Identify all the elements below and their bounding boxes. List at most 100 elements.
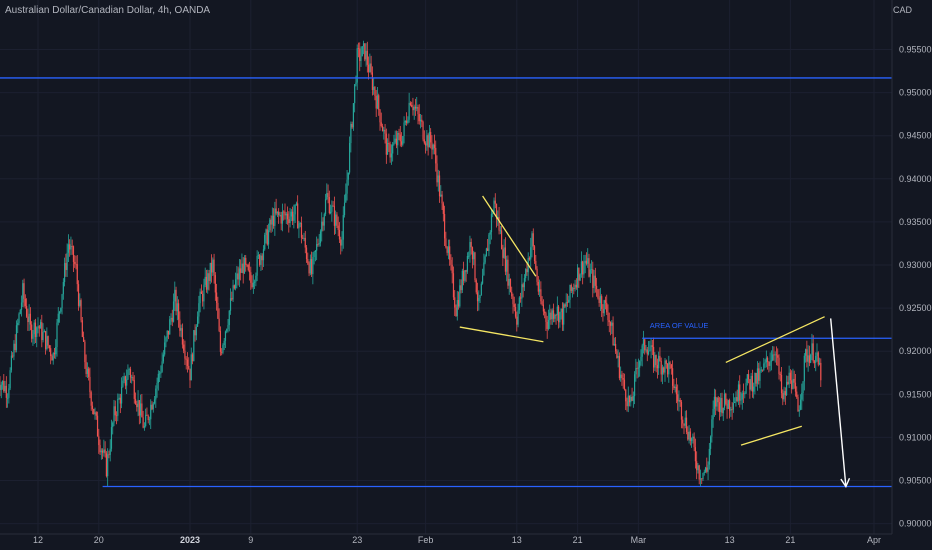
candle-body	[598, 297, 600, 303]
candle-body	[188, 365, 190, 369]
candle-body	[583, 263, 585, 275]
candle-body	[259, 255, 261, 265]
time-tick-label: Mar	[631, 535, 647, 545]
candle-body	[156, 382, 158, 389]
candle-body	[7, 397, 9, 399]
candle-body	[779, 374, 781, 375]
time-axis[interactable]: 12202023923Feb1321Mar1321Apr10	[33, 535, 932, 545]
candle-body	[754, 372, 756, 387]
time-tick-label: 9	[248, 535, 253, 545]
candle-body	[159, 373, 161, 375]
candle-body	[645, 349, 647, 351]
candle-body	[131, 377, 133, 378]
candle-body	[10, 355, 12, 371]
candle-body	[295, 203, 297, 205]
candle-body	[609, 322, 612, 326]
pattern-lines[interactable]	[459, 195, 825, 446]
candle-body	[801, 393, 803, 400]
candle-body	[487, 248, 489, 251]
candle-body	[132, 377, 134, 381]
time-tick-label: 13	[512, 535, 522, 545]
candle-body	[374, 86, 376, 96]
candle-body	[174, 289, 176, 302]
candle-body	[145, 414, 147, 427]
price-tick-label: 0.94000	[899, 174, 932, 184]
pattern-trendline	[725, 316, 825, 363]
projection-arrow[interactable]	[829, 318, 851, 488]
candle-body	[702, 472, 704, 480]
candle-body	[670, 364, 672, 369]
candle-body	[15, 325, 18, 350]
candle-body	[498, 216, 500, 231]
candle-body	[582, 261, 584, 275]
candle-body	[782, 393, 784, 400]
candle-body	[128, 369, 130, 371]
candle-body	[269, 219, 271, 231]
candle-body	[613, 343, 615, 346]
candle-body	[455, 307, 457, 317]
candle-body	[634, 374, 636, 397]
candle-body	[231, 298, 233, 300]
price-axis[interactable]: 0.95500 0.95000 0.94500 0.94000 0.93500 0.930…	[899, 45, 932, 529]
candle-body	[371, 72, 373, 90]
candle-body	[312, 257, 314, 275]
candle-body	[774, 354, 776, 356]
candle-body	[105, 453, 107, 477]
candle-body	[786, 381, 788, 396]
candle-body	[616, 351, 618, 358]
candle-body	[385, 133, 387, 155]
candle-body	[532, 233, 534, 247]
horizontal-levels[interactable]	[0, 77, 892, 488]
candle-body	[741, 393, 743, 400]
candle-body	[147, 415, 149, 421]
candle-body	[577, 267, 579, 288]
candle-body	[422, 121, 424, 140]
candle-body	[19, 309, 21, 314]
candle-body	[327, 193, 329, 197]
candle-body	[568, 299, 570, 303]
candle-body	[721, 397, 723, 414]
candle-body	[816, 352, 818, 356]
candle-body	[0, 384, 2, 391]
candle-body	[545, 313, 547, 322]
candle-body	[47, 336, 49, 346]
candle-body	[531, 233, 533, 248]
candle-body	[740, 399, 742, 401]
candle-body	[737, 384, 740, 402]
candle-body	[475, 280, 477, 293]
candle-body	[625, 389, 627, 402]
arrow-head	[840, 478, 851, 488]
candle-body	[141, 403, 143, 418]
pattern-trendline	[740, 425, 802, 446]
candle-body	[533, 246, 536, 261]
candle-body	[222, 345, 224, 353]
arrow-shaft	[829, 318, 847, 487]
candle-body	[697, 465, 699, 471]
candle-body	[252, 282, 254, 288]
candle-body	[473, 252, 475, 260]
candle-body	[750, 375, 752, 390]
candle-body	[495, 203, 498, 219]
candle-body	[357, 48, 360, 50]
candle-body	[3, 380, 5, 392]
candle-body	[506, 259, 508, 272]
candle-body	[45, 331, 47, 350]
candle-body	[571, 288, 574, 291]
candle-body	[223, 340, 225, 346]
candle-body	[361, 46, 363, 57]
candle-body	[313, 252, 315, 258]
candle-body	[617, 355, 619, 358]
candle-body	[525, 269, 527, 279]
candle-body	[172, 301, 175, 322]
candle-body	[620, 374, 622, 379]
candle-body	[459, 285, 461, 307]
candle-body	[502, 249, 504, 258]
candle-body	[350, 123, 352, 144]
candle-body	[559, 312, 561, 323]
candle-body	[798, 409, 800, 412]
candle-body	[294, 204, 296, 215]
candle-body	[597, 289, 599, 298]
candle-body	[593, 275, 595, 288]
pattern-trendline	[459, 326, 544, 343]
